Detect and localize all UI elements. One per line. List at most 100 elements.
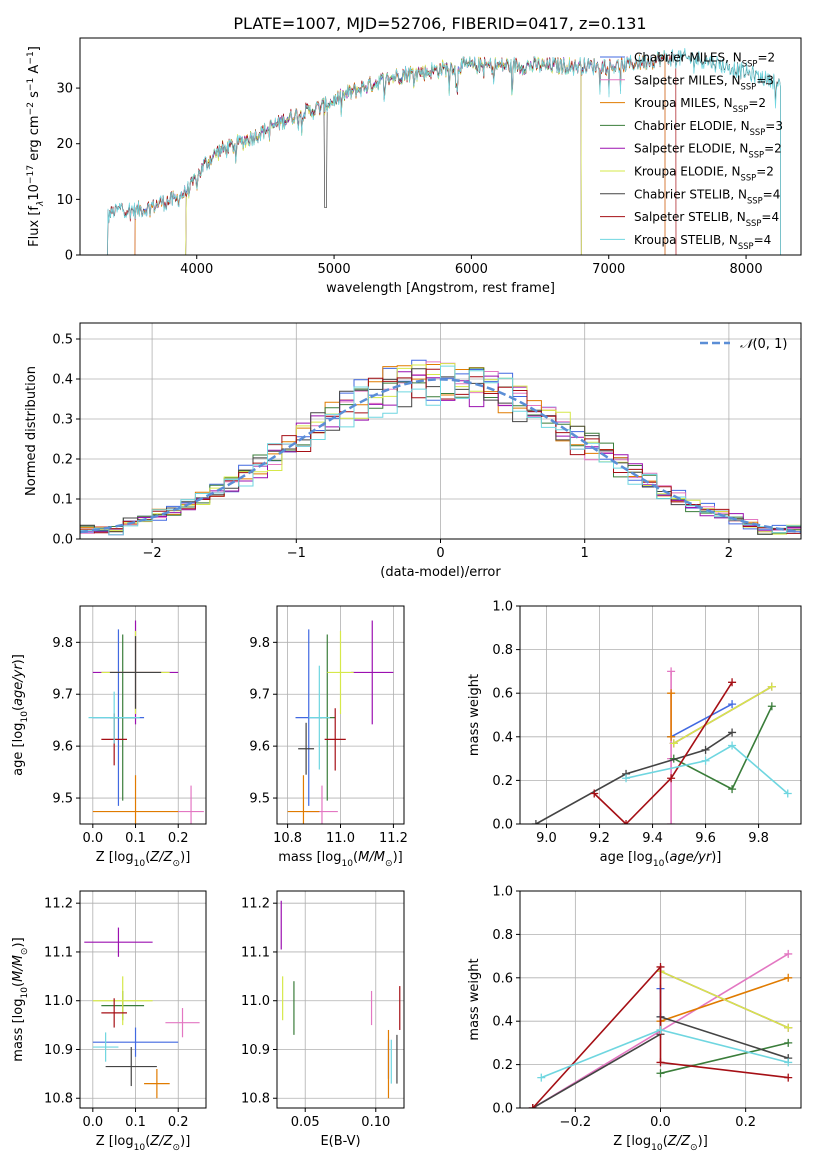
x-axis-label: wavelength [Angstrom, rest frame] — [326, 281, 555, 296]
x-tick-label: 7000 — [592, 262, 625, 277]
y-tick-label: 0.8 — [492, 643, 513, 658]
weight-line-kroupa-elodie — [660, 970, 789, 1029]
y-tick-label: 0.4 — [492, 1015, 513, 1030]
y-tick-label: 1.0 — [492, 600, 513, 615]
errorbar-kroupa-elodie — [92, 976, 153, 1026]
x-tick-label: −1 — [287, 546, 306, 561]
errorbar-kroupa-stelib — [88, 691, 140, 744]
errorbar-kroupa-miles — [287, 775, 320, 824]
weight-line-chabrier-stelib — [535, 731, 733, 824]
weight-marker — [767, 682, 776, 691]
y-tick-label: 10.9 — [44, 1043, 73, 1058]
y-tick-label: 0.0 — [52, 533, 73, 548]
panel-residuals: −2 −1 0 1 2 0.0 0.1 0.2 0.3 0.4 0.5 𝒩(0, 1) (data-mo… — [24, 322, 802, 580]
y-tick-label: 9.5 — [249, 792, 270, 807]
errorbar-kroupa-miles — [92, 775, 179, 824]
x-tick-label: 11.0 — [326, 831, 355, 846]
y-tick-label: 30 — [56, 82, 73, 97]
axes-frame — [79, 605, 207, 825]
legend-label: Kroupa MILES, NSSP=2 — [634, 96, 766, 114]
plot-area — [531, 667, 792, 824]
y-tick-label: 9.8 — [249, 636, 270, 651]
weight-marker — [537, 1073, 546, 1082]
x-tick-label: 0.1 — [125, 831, 146, 846]
y-tick-label: 11.1 — [241, 945, 270, 960]
figure-title: PLATE=1007, MJD=52706, FIBERID=0417, z=0… — [233, 14, 646, 33]
x-axis-label: Z [log10(Z/Z⊙)] — [613, 1134, 708, 1153]
weight-line-kroupa-stelib — [541, 1029, 789, 1079]
weight-marker — [783, 789, 792, 798]
y-tick-label: 10.9 — [241, 1043, 270, 1058]
panel-spectrum: 4000 5000 6000 7000 8000 0 10 20 30 wavelength [A… — [26, 37, 802, 296]
spectrum-line-kroupa-stelib — [107, 47, 781, 255]
y-tick-label: 0.2 — [52, 453, 73, 468]
x-axis-label: (data-model)/error — [380, 565, 501, 580]
plot-area — [280, 900, 401, 1099]
x-tick-label: 0.10 — [361, 1115, 390, 1130]
weight-marker — [728, 678, 737, 687]
weight-line-chabrier-elodie — [673, 705, 773, 791]
y-tick-label: 0.0 — [492, 818, 513, 833]
y-tick-label: 11.1 — [44, 945, 73, 960]
weight-marker — [784, 1058, 793, 1067]
x-tick-label: 0.05 — [291, 1115, 320, 1130]
weight-line-chabrier-elodie — [660, 1042, 789, 1075]
x-tick-label: 9.8 — [748, 831, 769, 846]
y-tick-label: 9.7 — [52, 688, 73, 703]
weight-marker — [728, 741, 737, 750]
x-axis-label: Z [log10(Z/Z⊙)] — [96, 1134, 191, 1153]
plot-area — [107, 47, 781, 255]
weight-marker — [784, 949, 793, 958]
panel-mass-weight-vs-age: 9.0 9.2 9.4 9.6 9.8 0.0 0.2 0.4 0.6 0.8 1.0 age [lo… — [467, 600, 802, 869]
spectrum-legend: Chabrier MILES, NSSP=2 Salpeter MILES, NS… — [600, 51, 783, 251]
y-tick-label: 9.8 — [52, 636, 73, 651]
y-axis-label: mass weight — [467, 674, 482, 756]
weight-marker — [784, 1073, 793, 1082]
x-tick-label: 9.6 — [695, 831, 716, 846]
y-tick-label: 1.0 — [492, 885, 513, 900]
legend-label: Kroupa STELIB, NSSP=4 — [634, 233, 771, 251]
weight-marker — [667, 667, 676, 676]
y-tick-label: 10 — [56, 193, 73, 208]
weight-marker — [531, 820, 540, 824]
axes-frame — [519, 605, 802, 825]
y-tick-label: 0.2 — [492, 774, 513, 789]
x-tick-label: 5000 — [318, 262, 351, 277]
axes-frame — [276, 605, 405, 825]
x-axis-label: mass [log10(M/M⊙)] — [278, 850, 402, 869]
histogram-salpeter-stelib — [80, 368, 801, 539]
y-tick-label: 11.0 — [44, 994, 73, 1009]
axes-frame — [79, 890, 207, 1109]
axes-frame — [79, 37, 802, 256]
weight-marker — [622, 774, 631, 783]
y-tick-label: 11.2 — [241, 897, 270, 912]
weight-marker — [667, 689, 676, 698]
weight-marker — [784, 973, 793, 982]
errorbar-salpeter-miles — [165, 1008, 200, 1038]
gaussian-curve — [80, 378, 801, 534]
y-tick-label: 0.4 — [52, 373, 73, 388]
errorbar-chabrier-stelib — [109, 636, 162, 709]
x-tick-label: 6000 — [455, 262, 488, 277]
x-tick-label: 9.4 — [642, 831, 663, 846]
x-tick-label: 9.0 — [536, 831, 557, 846]
y-tick-label: 0.3 — [52, 413, 73, 428]
axes-frame — [276, 890, 405, 1109]
y-axis-label: Normed distribution — [24, 366, 39, 496]
errorbar-chabrier-stelib — [298, 722, 315, 775]
legend-label: Salpeter STELIB, NSSP=4 — [634, 210, 779, 228]
y-axis-label: mass weight — [467, 958, 482, 1040]
y-tick-label: 10.8 — [44, 1092, 73, 1107]
weight-marker — [656, 1025, 665, 1034]
legend-label: Salpeter ELODIE, NSSP=2 — [634, 142, 782, 160]
weight-line-kroupa-elodie — [673, 686, 773, 744]
weight-marker — [656, 1069, 665, 1078]
errorbar-kroupa-elodie — [327, 630, 354, 714]
y-tick-label: 0.4 — [492, 730, 513, 745]
x-tick-label: 9.2 — [589, 831, 610, 846]
legend-label: Chabrier MILES, NSSP=2 — [634, 51, 775, 69]
weight-line-chabrier-miles — [670, 703, 733, 738]
x-tick-label: 0.0 — [82, 831, 103, 846]
legend-label: Kroupa ELODIE, NSSP=2 — [634, 165, 774, 183]
